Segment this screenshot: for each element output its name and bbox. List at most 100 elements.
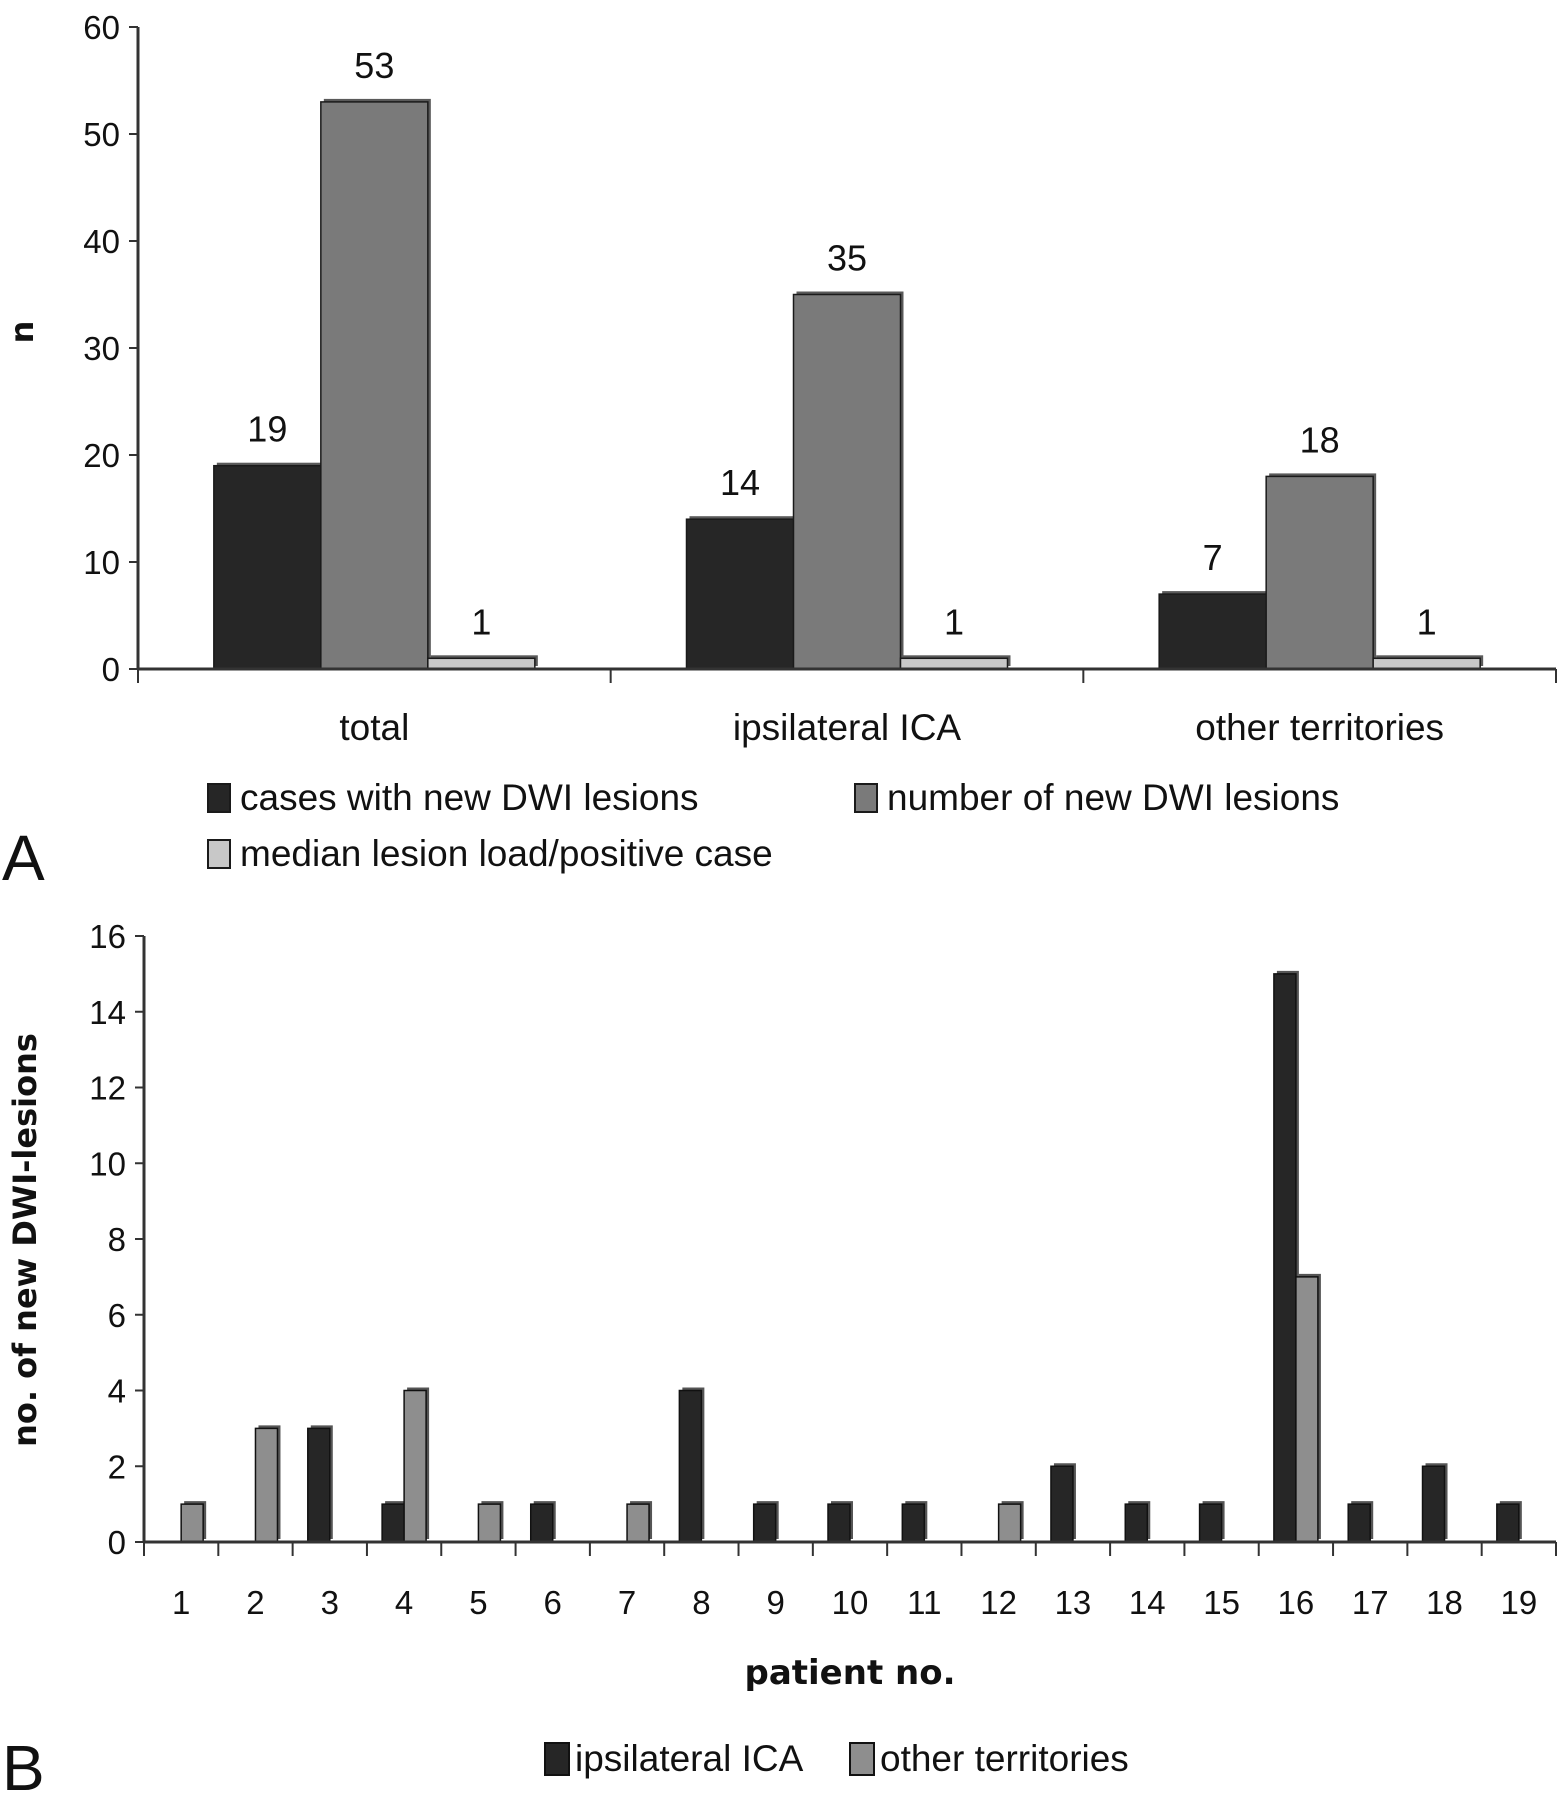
panel-b-category-label: 16 <box>1278 1584 1315 1621</box>
panel-b-category-label: 11 <box>907 1584 941 1621</box>
panel-a-legend-swatch <box>207 783 231 813</box>
panel-b-category-label: 3 <box>321 1584 339 1621</box>
panel-b-bar-ipsilateral-ica <box>1347 1503 1371 1543</box>
panel-b-category-label: 1 <box>172 1584 190 1621</box>
panel-b-y-tick-label: 6 <box>108 1297 126 1334</box>
panel-b-bar-ipsilateral-ica <box>307 1427 331 1543</box>
panel-a-y-tick-label: 30 <box>83 330 120 367</box>
panel-a-legend-swatch <box>207 839 231 869</box>
panel-b-category-label: 18 <box>1426 1584 1463 1621</box>
panel-a-data-label: 7 <box>1203 537 1223 578</box>
panel-a-data-label: 14 <box>720 462 760 503</box>
panel-a-chart: 0 10 20 30 40 50 60 19 53 1 14 35 1 7 18 1 total ipsila… <box>2 9 1557 894</box>
panel-b-bar-other-territories <box>254 1427 279 1543</box>
panel-a-legend-label: cases with new DWI lesions <box>240 777 699 818</box>
panel-a-data-label: 1 <box>944 601 964 642</box>
panel-b-y-tick-label: 2 <box>108 1448 126 1485</box>
panel-b-bar-other-territories <box>180 1503 204 1543</box>
panel-a-data-label: 35 <box>827 238 867 279</box>
panel-a-bar-number-of-new-dwi-lesions <box>1265 475 1374 670</box>
panel-b-y-tick-label: 8 <box>108 1221 126 1258</box>
panel-b-y-tick-label: 12 <box>89 1070 126 1107</box>
panel-b-category-label: 5 <box>469 1584 487 1621</box>
panel-b-letter: B <box>2 1732 45 1800</box>
panel-b-x-axis: 1 2 3 4 5 6 7 8 9 10 11 12 13 14 15 16 17 18 19 <box>143 1540 1557 1621</box>
panel-a-bar-median-lesion-load-positive-case <box>1372 657 1481 670</box>
panel-b-bar-other-territories <box>626 1503 650 1543</box>
panel-b-category-label: 14 <box>1129 1584 1166 1621</box>
panel-a-bar-cases-with-new-dwi-lesions <box>213 464 322 670</box>
panel-a-letter: A <box>2 822 45 894</box>
panel-b-legend-label: other territories <box>880 1738 1129 1779</box>
panel-a-bar-cases-with-new-dwi-lesions <box>685 518 795 670</box>
panel-a-legend-label: median lesion load/positive case <box>240 833 773 874</box>
panel-b-category-label: 13 <box>1055 1584 1092 1621</box>
panel-a-bar-cases-with-new-dwi-lesions <box>1158 593 1267 670</box>
panel-a-data-label: 1 <box>471 601 491 642</box>
panel-b-y-tick-label: 16 <box>89 918 126 955</box>
panel-a-x-axis: total ipsilateral ICA other territories <box>137 667 1557 748</box>
panel-b-y-tick-label: 0 <box>108 1524 126 1561</box>
panel-b-bar-ipsilateral-ica <box>1496 1503 1520 1543</box>
panel-a-bars <box>213 98 1484 670</box>
panel-b-category-label: 4 <box>395 1584 413 1621</box>
panel-b-legend-label: ipsilateral ICA <box>575 1738 804 1779</box>
panel-b-y-tick-label: 4 <box>108 1373 126 1410</box>
panel-b-legend: ipsilateral ICA other territories <box>544 1738 1129 1779</box>
panel-b-category-label: 19 <box>1500 1584 1537 1621</box>
panel-b-bar-ipsilateral-ica <box>1198 1503 1223 1543</box>
panel-a-legend-label: number of new DWI lesions <box>887 777 1339 818</box>
panel-a-data-label: 53 <box>354 45 394 86</box>
panel-a-bar-number-of-new-dwi-lesions <box>792 293 902 670</box>
panel-b-bar-ipsilateral-ica <box>529 1503 554 1543</box>
panel-a-legend: cases with new DWI lesions number of new … <box>207 777 1339 874</box>
panel-b-category-label: 8 <box>692 1584 710 1621</box>
panel-a-legend-swatch <box>854 783 878 813</box>
panel-a-bar-median-lesion-load-positive-case <box>899 657 1009 670</box>
panel-b-bar-other-territories <box>997 1503 1022 1543</box>
panel-b-category-label: 12 <box>980 1584 1017 1621</box>
panel-b-bar-ipsilateral-ica <box>827 1503 851 1543</box>
panel-a-bar-median-lesion-load-positive-case <box>427 657 536 670</box>
panel-a-data-label: 19 <box>247 409 287 450</box>
panel-b-y-axis: 0 2 4 6 8 10 12 14 16 <box>89 918 146 1561</box>
panel-b-bar-ipsilateral-ica <box>1273 973 1297 1543</box>
panel-b-category-label: 6 <box>544 1584 562 1621</box>
panel-a-y-axis-title: n <box>3 321 41 344</box>
panel-b-bar-ipsilateral-ica <box>1124 1503 1149 1543</box>
panel-a-data-label: 1 <box>1417 601 1437 642</box>
panel-b-y-axis-title: no. of new DWI-lesions <box>6 1033 44 1447</box>
panel-a-y-tick-label: 50 <box>83 116 120 153</box>
panel-b-y-tick-label: 10 <box>89 1145 126 1182</box>
panel-b-bars <box>180 970 1522 1543</box>
panel-b-legend-swatch <box>849 1742 875 1776</box>
panel-b-bar-ipsilateral-ica <box>1421 1465 1446 1543</box>
panel-b-bar-other-territories <box>477 1503 502 1543</box>
panel-b-category-label: 17 <box>1352 1584 1389 1621</box>
panel-a-category-label: total <box>339 707 409 748</box>
panel-b-bar-other-territories <box>403 1389 427 1543</box>
panel-b-legend-swatch <box>544 1742 570 1776</box>
panel-a-data-label: 18 <box>1300 419 1340 460</box>
panel-a-y-tick-label: 10 <box>83 544 120 581</box>
panel-b-category-label: 9 <box>767 1584 785 1621</box>
panel-b-category-label: 10 <box>832 1584 869 1621</box>
panel-b-bar-ipsilateral-ica <box>381 1503 405 1543</box>
panel-b-bar-ipsilateral-ica <box>752 1503 777 1543</box>
panel-a-data-labels: 19 53 1 14 35 1 7 18 1 <box>247 45 1436 642</box>
panel-b-y-tick-label: 14 <box>89 994 126 1031</box>
panel-a-y-tick-label: 40 <box>83 223 120 260</box>
panel-b-category-label: 15 <box>1203 1584 1240 1621</box>
panel-b-x-axis-title: patient no. <box>744 1653 955 1693</box>
panel-b-category-label: 2 <box>246 1584 264 1621</box>
panel-b-bar-ipsilateral-ica <box>678 1389 703 1543</box>
panel-a-y-tick-label: 20 <box>83 437 120 474</box>
panel-a-y-tick-label: 60 <box>83 9 120 46</box>
panel-a-y-tick-label: 0 <box>102 651 120 688</box>
panel-b-category-label: 7 <box>618 1584 636 1621</box>
panel-a-category-label: ipsilateral ICA <box>733 707 962 748</box>
panel-a-y-axis: 0 10 20 30 40 50 60 <box>83 9 140 688</box>
panel-b-bar-ipsilateral-ica <box>1050 1465 1074 1543</box>
